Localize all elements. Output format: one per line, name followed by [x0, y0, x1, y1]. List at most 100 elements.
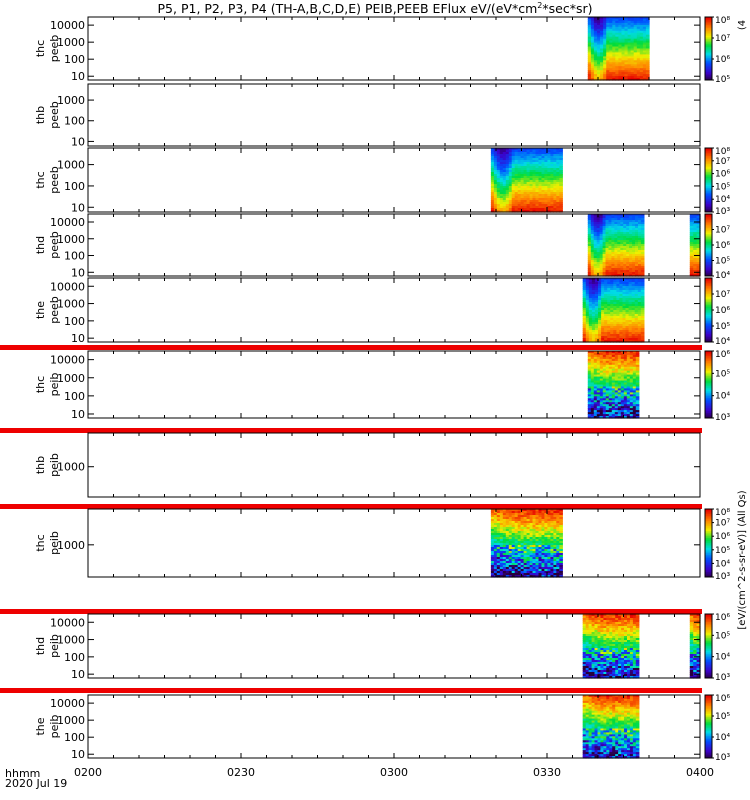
spectrogram-cell — [499, 529, 504, 532]
spectrogram-cell — [550, 178, 554, 181]
spectrogram-cell — [526, 182, 531, 185]
spectrogram-cell — [611, 268, 615, 271]
spectrogram-cell — [601, 322, 605, 325]
spectrogram-cell — [604, 282, 608, 285]
spectrogram-cell — [493, 184, 498, 187]
spectrogram-cell — [625, 300, 630, 303]
spectrogram-cell — [587, 358, 592, 362]
spectrogram-cell — [635, 238, 639, 241]
spectrogram-cell — [614, 398, 619, 401]
spectrogram-cell — [604, 334, 608, 337]
spectrogram-cell — [591, 338, 596, 341]
spectrogram-cell — [517, 196, 522, 199]
spectrogram-cell — [633, 44, 638, 48]
spectrogram-cell — [627, 40, 632, 44]
spectrogram-cell — [535, 186, 540, 189]
spectrogram-cell — [639, 48, 644, 52]
spectrogram-cell — [598, 282, 602, 285]
spectrogram-cell — [611, 224, 615, 227]
spectrogram-cell — [596, 234, 601, 237]
spectrogram-cell — [632, 394, 637, 397]
spectrogram-cell — [622, 314, 627, 317]
spectrogram-cell — [593, 356, 598, 360]
spectrogram-cell — [606, 44, 610, 48]
spectrogram-cell — [556, 547, 560, 550]
spectrogram-cell — [603, 614, 607, 617]
spectrogram-cell — [590, 240, 595, 243]
spectrogram-cell — [502, 575, 507, 578]
spectrogram-cell — [514, 194, 519, 197]
spectrogram-cell — [645, 32, 650, 36]
spectrogram-cell — [529, 575, 534, 578]
spectrogram-cell — [493, 555, 498, 558]
spectrogram-cell — [638, 220, 642, 223]
spectrogram-cell — [502, 545, 507, 548]
spectrogram-cell — [502, 527, 507, 530]
spectrogram-cell — [541, 551, 546, 554]
spectrogram-cell — [559, 166, 563, 169]
spectrogram-cell — [608, 362, 613, 366]
spectrogram-cell — [614, 254, 618, 257]
spectrogram-cell — [603, 24, 607, 28]
spectrogram-cell — [630, 48, 635, 52]
spectrogram-cell — [633, 68, 638, 71]
spectrogram-cell — [588, 318, 593, 321]
spectrogram-cell — [520, 573, 525, 576]
spectrogram-cell — [502, 168, 507, 171]
spectrogram-cell — [602, 224, 607, 227]
spectrogram-cell — [596, 264, 601, 267]
spectrogram-cell — [626, 224, 630, 227]
spectrogram-cell — [605, 252, 610, 255]
spectrogram-cell — [630, 68, 635, 71]
spectrogram-cell — [587, 392, 592, 395]
spectrogram-cell — [493, 523, 498, 526]
spectrogram-cell — [590, 404, 595, 407]
spectrogram-cell — [636, 60, 641, 63]
spectrogram-cell — [640, 262, 645, 265]
spectrogram-cell — [620, 372, 625, 376]
spectrogram-cell — [535, 196, 540, 199]
spectrogram-cell — [616, 296, 621, 299]
spectrogram-cell — [544, 200, 548, 203]
spectrogram-cell — [520, 210, 525, 213]
colorbar-segment — [705, 394, 712, 397]
spectrogram-cell — [535, 164, 540, 167]
spectrogram-cell — [520, 559, 525, 562]
spectrogram-cell — [544, 567, 548, 570]
spectrogram-cell — [623, 406, 628, 409]
spectrogram-cell — [532, 555, 537, 558]
spectrogram-cell — [585, 302, 590, 305]
spectrogram-cell — [611, 252, 615, 255]
spectrogram-cell — [614, 378, 619, 382]
spectrogram-cell — [559, 178, 563, 181]
spectrogram-cell — [502, 184, 507, 187]
spectrogram-cell — [505, 571, 510, 574]
spectrogram-cell — [590, 398, 595, 401]
spectrogram-cell — [505, 168, 510, 171]
spectrogram-cell — [642, 32, 647, 36]
colorbar-segment — [705, 192, 712, 195]
spectrogram-cell — [547, 194, 551, 197]
spectrogram-cell — [532, 563, 537, 566]
spectrogram-cell — [520, 535, 525, 538]
spectrogram-cell — [508, 148, 513, 151]
colorbar-segment — [705, 78, 712, 81]
spectrogram-cell — [597, 78, 601, 81]
spectrogram-cell — [532, 549, 537, 552]
spectrogram-cell — [605, 226, 610, 229]
spectrogram-cell — [585, 278, 590, 281]
spectrogram-cell — [520, 567, 525, 570]
spectrogram-cell — [602, 356, 607, 360]
spectrogram-cell — [693, 222, 698, 225]
spectrogram-cell — [608, 258, 613, 261]
spectrogram-cell — [696, 270, 701, 273]
spectrogram-cell — [620, 256, 624, 259]
spectrogram-cell — [499, 521, 504, 524]
spectrogram-cell — [517, 529, 522, 532]
spectrogram-cell — [547, 184, 551, 187]
spectrogram-cell — [622, 290, 627, 293]
spectrogram-cell — [590, 414, 595, 417]
spectrogram-cell — [617, 230, 621, 233]
spectrogram-cell — [612, 32, 616, 36]
